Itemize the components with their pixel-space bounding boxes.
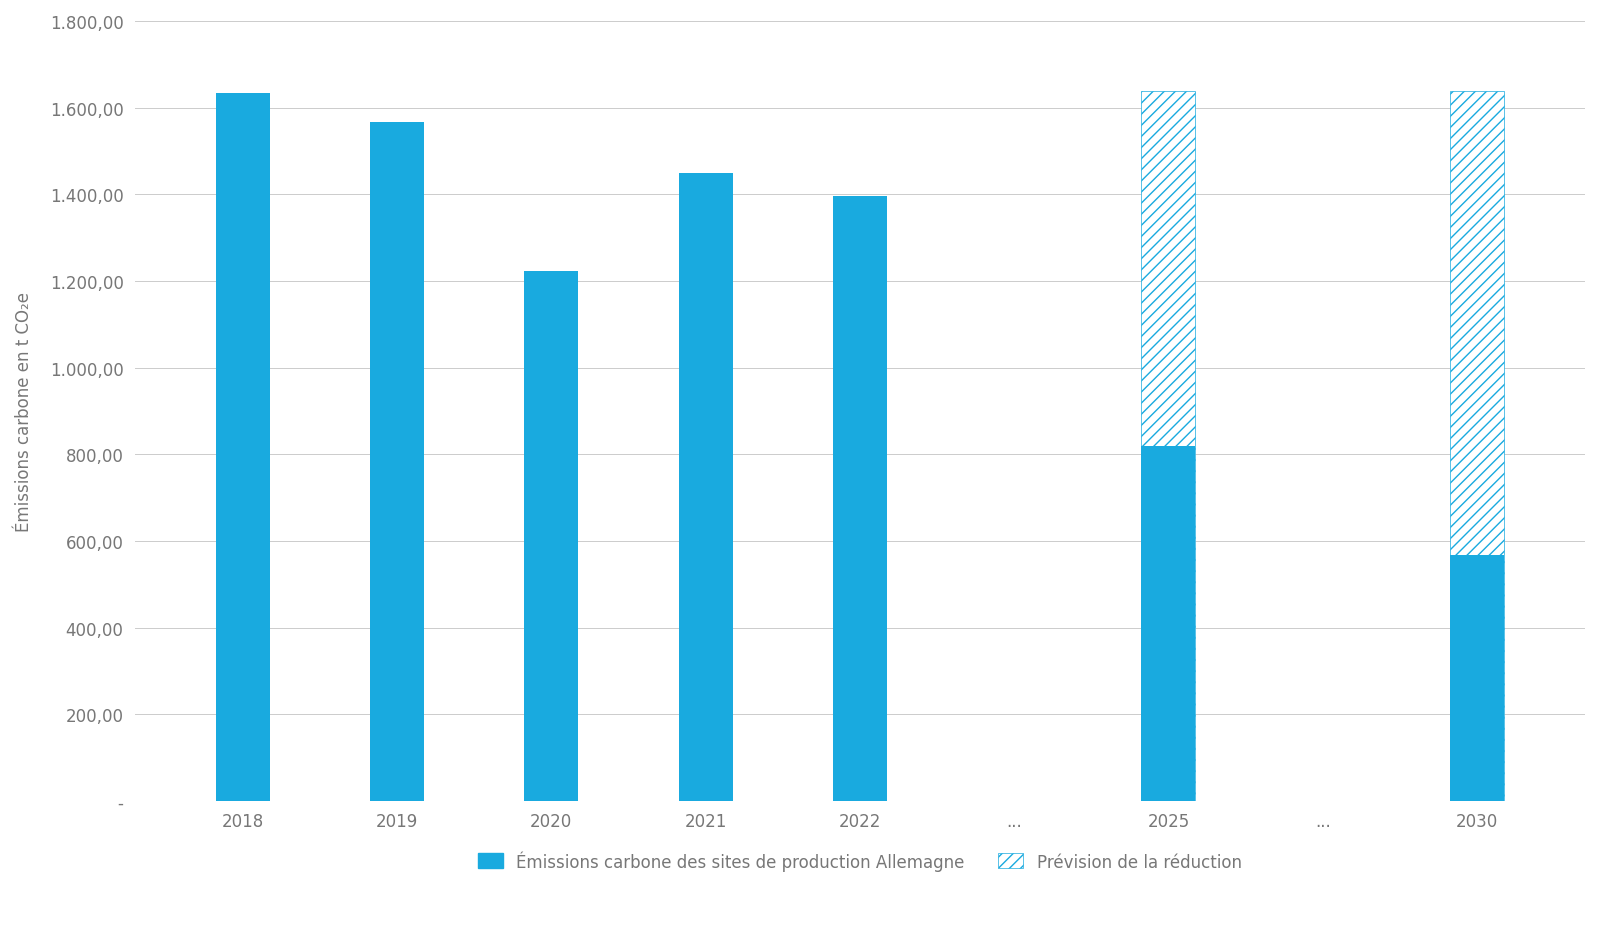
Bar [1450, 555, 1504, 801]
Bar [216, 94, 270, 801]
Bar [1450, 92, 1504, 801]
Bar [1141, 446, 1195, 801]
Bar [1141, 446, 1195, 801]
Bar [678, 174, 733, 801]
Bar [1141, 92, 1195, 801]
Bar [834, 197, 886, 801]
Bar [525, 272, 578, 801]
Y-axis label: Émissions carbone en t CO₂e: Émissions carbone en t CO₂e [14, 292, 34, 532]
Bar [1450, 555, 1504, 801]
Bar [370, 123, 424, 801]
Legend: Émissions carbone des sites de production Allemagne, Prévision de la réduction: Émissions carbone des sites de productio… [478, 850, 1242, 870]
